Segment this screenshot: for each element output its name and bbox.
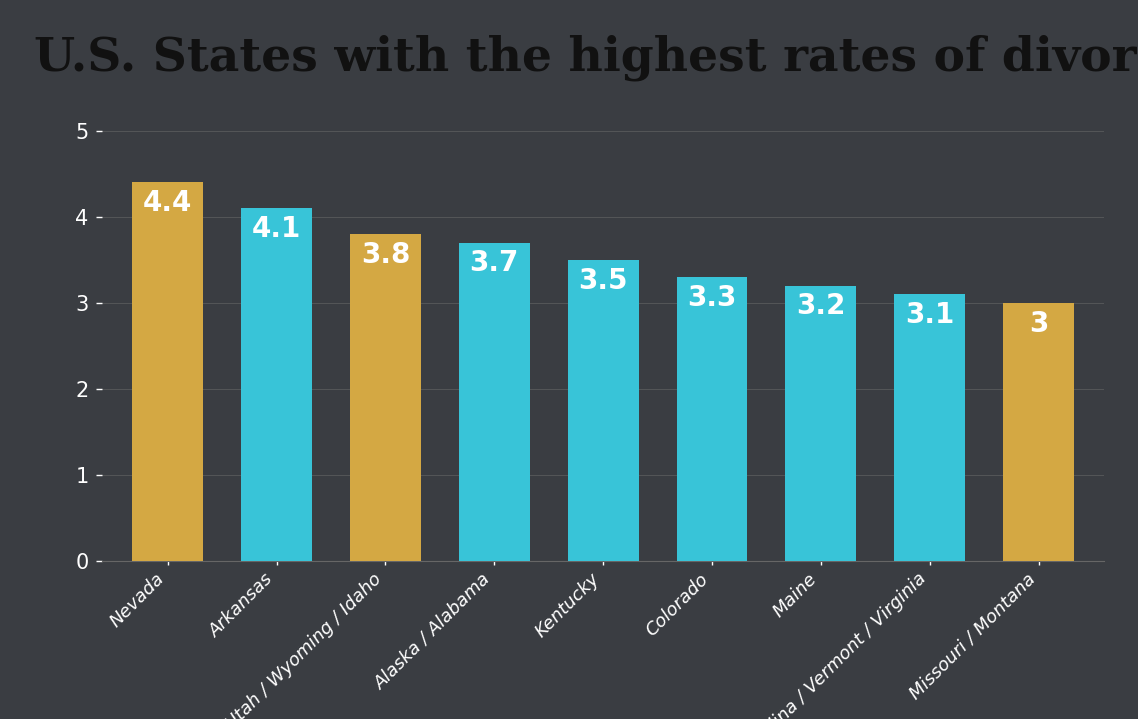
Bar <box>351 234 421 561</box>
Text: 4.1: 4.1 <box>251 215 302 243</box>
Bar <box>568 260 638 561</box>
Text: 3.5: 3.5 <box>578 267 628 295</box>
Text: U.S. States with the highest rates of divorce: U.S. States with the highest rates of di… <box>34 35 1138 81</box>
Text: 3.3: 3.3 <box>687 284 736 312</box>
Text: 4.4: 4.4 <box>143 189 192 217</box>
Text: 3.2: 3.2 <box>797 293 846 321</box>
Bar <box>785 285 856 561</box>
Bar <box>894 294 965 561</box>
Bar <box>459 242 529 561</box>
Text: 3.1: 3.1 <box>905 301 955 329</box>
Bar <box>132 183 203 561</box>
Bar <box>241 209 312 561</box>
Bar <box>677 277 748 561</box>
Text: 3.8: 3.8 <box>361 241 410 269</box>
Text: 3.7: 3.7 <box>470 249 519 278</box>
Text: 3: 3 <box>1029 310 1048 338</box>
Bar <box>1004 303 1074 561</box>
